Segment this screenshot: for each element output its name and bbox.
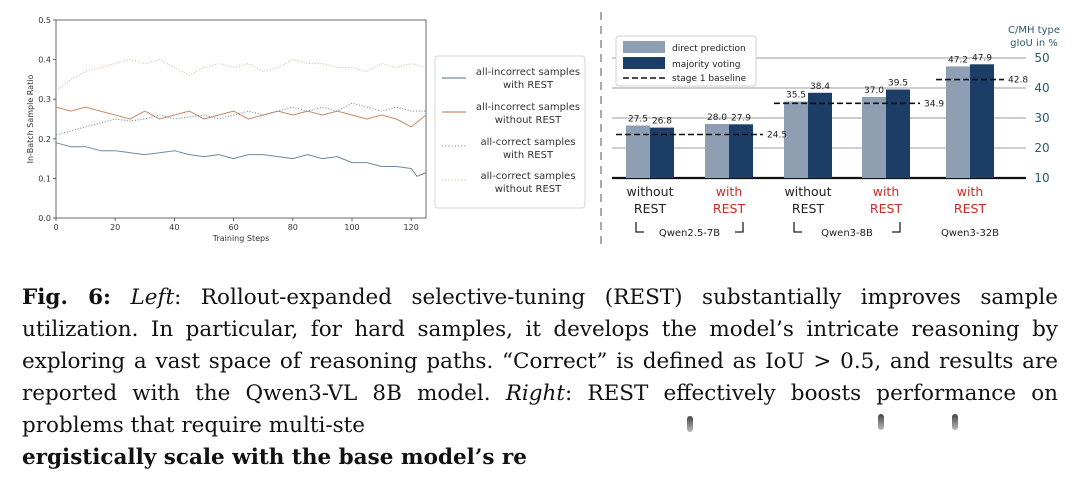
bar-category-1-line1: with [716, 184, 743, 199]
line-chart-legend: all-incorrect samples with REST all-inco… [434, 55, 586, 209]
bar-legend-direct-label: direct prediction [672, 44, 746, 54]
bar-majority-1 [729, 124, 753, 178]
line-chart: 0 20 40 60 80 100 120 0.0 0.1 0.2 0.3 0.4 0.5 Traini… [26, 16, 427, 243]
caption-paragraph: Fig. 6: Left: Rollout-expanded selective… [22, 282, 1058, 474]
bar-direct-label-1: 28.0 [707, 113, 727, 123]
group-bracket-left-0 [635, 222, 644, 233]
legend-entry-0-line1: all-incorrect samples [476, 67, 580, 78]
overlay-mark-1 [687, 416, 693, 432]
bar-category-4-line1: with [957, 184, 984, 199]
bar-category-4-line2: REST [954, 201, 987, 216]
line-chart-ytick-2: 0.2 [38, 135, 51, 144]
line-chart-xtick-1: 20 [110, 223, 120, 232]
bar-category-0-line2: REST [634, 201, 667, 216]
line-chart-plot-area [55, 19, 427, 219]
bar-majority-label-0: 26.8 [652, 117, 672, 127]
baseline-label-0: 24.5 [767, 131, 787, 141]
bar-direct-label-0: 27.5 [628, 115, 648, 125]
line-chart-xlabel: Training Steps [212, 234, 270, 243]
bar-direct-0 [626, 125, 650, 178]
bar-legend-majority-label: majority voting [672, 60, 740, 70]
bar-majority-0 [650, 127, 674, 178]
bar-ytick-0: 10 [1034, 171, 1049, 185]
group-label-2: Qwen3-32B [941, 228, 999, 239]
caption-left-text: : Rollout-expanded selective-tuning (RES… [22, 285, 1058, 406]
caption-bold-line: ergistically scale with the base model’s… [22, 445, 527, 470]
legend-entry-3-line1: all-correct samples [480, 171, 575, 182]
bar-legend-baseline-label: stage 1 baseline [672, 74, 747, 84]
occluding-overlay [590, 412, 1080, 491]
baseline-label-1: 34.9 [924, 99, 944, 109]
bar-chart-ylabel-line1: C/MH type [1008, 25, 1060, 36]
bar-category-1-line2: REST [713, 201, 746, 216]
bar-legend-swatch-majority [623, 57, 665, 69]
line-series-1 [55, 106, 427, 128]
line-chart-xtick-3: 60 [229, 223, 239, 232]
line-series-0 [55, 142, 427, 177]
line-chart-ytick-3: 0.3 [38, 95, 51, 104]
overlay-mark-3 [952, 414, 958, 430]
bar-chart-legend: direct prediction majority voting stage … [615, 35, 757, 87]
line-chart-ytick-1: 0.1 [38, 174, 51, 183]
caption-left-label: Left [130, 285, 175, 310]
line-chart-xtick-6: 120 [404, 223, 419, 232]
bar-majority-2 [808, 92, 832, 178]
line-series-2 [55, 102, 426, 136]
line-chart-xtick-0: 0 [53, 223, 58, 232]
bar-majority-3 [886, 89, 910, 178]
bar-direct-label-3: 37.0 [864, 86, 884, 96]
legend-frame [434, 55, 586, 209]
baseline-label-2: 42.8 [1008, 76, 1028, 86]
bar-ytick-1: 20 [1034, 141, 1049, 155]
bar-majority-label-2: 38.4 [810, 82, 830, 92]
legend-entry-1-line2: without REST [495, 115, 562, 126]
bar-ytick-4: 50 [1034, 51, 1049, 65]
bar-category-2-line2: REST [792, 201, 825, 216]
bar-majority-label-3: 39.5 [888, 79, 908, 89]
legend-entry-2-line2: with REST [503, 150, 554, 161]
line-chart-ytick-0: 0.0 [38, 214, 51, 223]
group-bracket-right-1 [892, 222, 901, 233]
bar-direct-1 [705, 124, 729, 178]
line-chart-ylabel: In-Batch Sample Ratio [26, 75, 35, 164]
line-chart-xtick-2: 40 [169, 223, 179, 232]
group-bracket-left-1 [793, 222, 802, 233]
bar-majority-label-4: 47.9 [972, 53, 992, 63]
line-chart-ytick-4: 0.4 [38, 56, 51, 65]
figure-caption: Fig. 6: Left: Rollout-expanded selective… [22, 282, 1058, 474]
bar-direct-label-2: 35.5 [786, 91, 806, 101]
caption-right-label: Right [505, 381, 566, 406]
bar-category-3-line1: with [873, 184, 900, 199]
bar-direct-2 [784, 101, 808, 178]
overlay-mark-2 [878, 414, 884, 430]
figure: 0 20 40 60 80 100 120 0.0 0.1 0.2 0.3 0.4 0.5 Traini… [26, 12, 1060, 250]
group-bracket-right-0 [735, 222, 744, 233]
legend-entry-1-line1: all-incorrect samples [476, 102, 580, 113]
bar-category-0-line1: without [627, 184, 674, 199]
bar-legend-swatch-direct [623, 41, 665, 53]
bar-direct-4 [946, 66, 970, 178]
line-chart-xtick-5: 100 [344, 223, 359, 232]
bar-ytick-2: 30 [1034, 111, 1049, 125]
bar-category-2-line1: without [785, 184, 832, 199]
line-chart-xtick-4: 80 [288, 223, 298, 232]
legend-entry-3-line2: without REST [495, 184, 562, 195]
legend-entry-0-line2: with REST [503, 80, 554, 91]
group-label-1: Qwen3-8B [821, 228, 873, 239]
bar-chart-ylabel-line2: gIoU in % [1010, 38, 1058, 49]
caption-right-text: : REST effectively boosts performance on… [22, 381, 1058, 438]
bar-majority-label-1: 27.9 [731, 113, 751, 123]
bar-chart: 27.5 26.8 28.0 27.9 35.5 38.4 37.0 39.5 47.2 47.9… [612, 25, 1060, 239]
line-series-3 [55, 59, 427, 92]
bar-majority-4 [970, 64, 994, 178]
legend-entry-2-line1: all-correct samples [480, 137, 575, 148]
caption-fig-label: Fig. 6: [22, 285, 111, 310]
bar-direct-3 [862, 97, 886, 178]
bar-direct-label-4: 47.2 [948, 55, 968, 65]
bar-category-3-line2: REST [870, 201, 903, 216]
line-chart-ytick-5: 0.5 [38, 16, 51, 25]
group-label-0: Qwen2.5-7B [659, 228, 720, 239]
bar-ytick-3: 40 [1034, 81, 1049, 95]
